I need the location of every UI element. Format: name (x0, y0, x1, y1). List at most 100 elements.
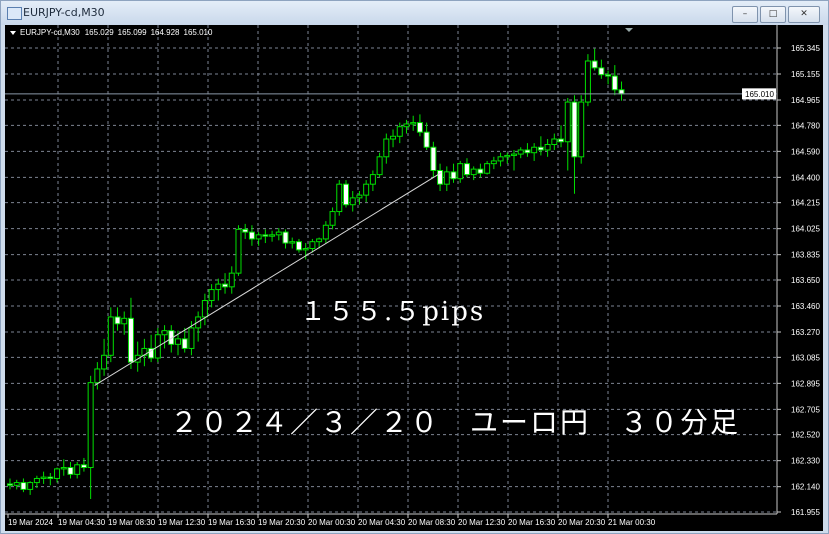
price-tick-label: 162.895 (791, 379, 820, 388)
candle-body (309, 241, 316, 250)
candle-body (430, 146, 437, 172)
title-bar[interactable]: EURJPY-cd,M30 – □ ✕ (1, 1, 828, 25)
candle (551, 133, 558, 150)
candle (242, 223, 249, 239)
price-tick-label: 164.400 (791, 173, 820, 182)
candle (269, 230, 276, 242)
candle-body (383, 138, 390, 158)
minimize-button[interactable]: – (732, 6, 758, 23)
candle (430, 141, 437, 178)
candle-body (94, 368, 101, 384)
candle (235, 225, 242, 276)
candle-body (443, 171, 450, 185)
candle (558, 125, 565, 148)
candle (201, 293, 208, 326)
candle-body (248, 231, 255, 240)
candle (356, 191, 363, 205)
chart-background (5, 25, 823, 531)
header-open: 165.029 (85, 28, 114, 37)
price-tick-label: 163.460 (791, 302, 820, 311)
header-close: 165.010 (184, 28, 213, 37)
candle-body (558, 138, 565, 143)
candle-body (316, 238, 323, 243)
dropdown-triangle-icon[interactable] (10, 31, 16, 35)
candle (423, 122, 430, 150)
candle-body (336, 183, 343, 213)
price-tick-label: 164.025 (791, 225, 820, 234)
candle (457, 160, 464, 183)
candle (396, 122, 403, 144)
price-tick-label: 165.155 (791, 70, 820, 79)
price-tick-label: 163.270 (791, 328, 820, 337)
candle-body (416, 122, 423, 133)
time-axis[interactable]: 19 Mar 2024 19 Mar 04:30 19 Mar 08:30 19 Ma… (7, 514, 656, 527)
candle (13, 479, 20, 490)
candle-body (544, 143, 551, 151)
pips-annotation: １５５.５pips (300, 297, 485, 327)
time-tick-label: 21 Mar 00:30 (608, 518, 656, 527)
candle-body (107, 316, 114, 356)
candle-body (114, 316, 121, 325)
candle (309, 238, 316, 253)
candle (262, 229, 269, 244)
candle-body (67, 467, 74, 475)
candle-body (564, 101, 571, 143)
candle-body (269, 234, 276, 237)
candle-body (578, 101, 585, 158)
candle (161, 325, 168, 349)
candle-body (181, 338, 188, 349)
time-tick-label: 20 Mar 08:30 (408, 518, 456, 527)
close-button[interactable]: ✕ (788, 6, 820, 23)
price-axis[interactable]: 165.345 165.155 164.965 164.780 164.590 164.4… (777, 44, 820, 517)
candle (477, 163, 484, 178)
candle-body (322, 224, 329, 240)
maximize-button[interactable]: □ (760, 6, 786, 23)
candle-body (537, 146, 544, 151)
time-tick-label: 20 Mar 04:30 (358, 518, 406, 527)
candle-body (531, 146, 538, 154)
candle (349, 191, 356, 212)
grid (5, 25, 778, 515)
candle (571, 95, 578, 194)
candle-body (450, 171, 457, 180)
candle-body (497, 156, 504, 162)
candle (114, 307, 121, 331)
time-tick-label: 19 Mar 04:30 (58, 518, 106, 527)
candle (584, 54, 591, 107)
candle-body (343, 183, 349, 206)
candle (222, 273, 229, 294)
candle-body (363, 183, 370, 196)
time-tick-label: 19 Mar 12:30 (158, 518, 206, 527)
candle-body (437, 170, 444, 185)
price-tick-label: 165.345 (791, 44, 820, 53)
candle (215, 278, 222, 301)
candle (87, 375, 94, 499)
time-tick-label: 20 Mar 16:30 (508, 518, 556, 527)
trendline[interactable] (94, 172, 442, 386)
candle (33, 475, 40, 489)
candle-body (188, 327, 195, 349)
candle-body (208, 289, 215, 302)
candle (403, 119, 410, 134)
candle-body (60, 467, 67, 470)
candle-body (275, 231, 282, 236)
candle-body (175, 338, 181, 345)
candle-body (215, 283, 222, 291)
candle (511, 149, 517, 171)
candle-body (87, 382, 94, 469)
candle (208, 284, 215, 308)
price-tick-label: 162.520 (791, 431, 820, 440)
chart-shift-marker-icon[interactable] (625, 28, 633, 32)
candle-body (54, 468, 61, 479)
header-ohlc-line: EURJPY-cd,M30 165.029 165.099 164.928 165.01… (20, 28, 213, 37)
candle (437, 163, 444, 192)
candle-body (403, 123, 410, 128)
candle-body (302, 248, 309, 251)
window-title: EURJPY-cd,M30 (23, 6, 105, 19)
candle-body (349, 197, 356, 206)
header-symbol: EURJPY-cd,M30 (20, 28, 80, 37)
candle (497, 152, 504, 167)
candle (74, 462, 81, 479)
candle-body (356, 194, 363, 199)
